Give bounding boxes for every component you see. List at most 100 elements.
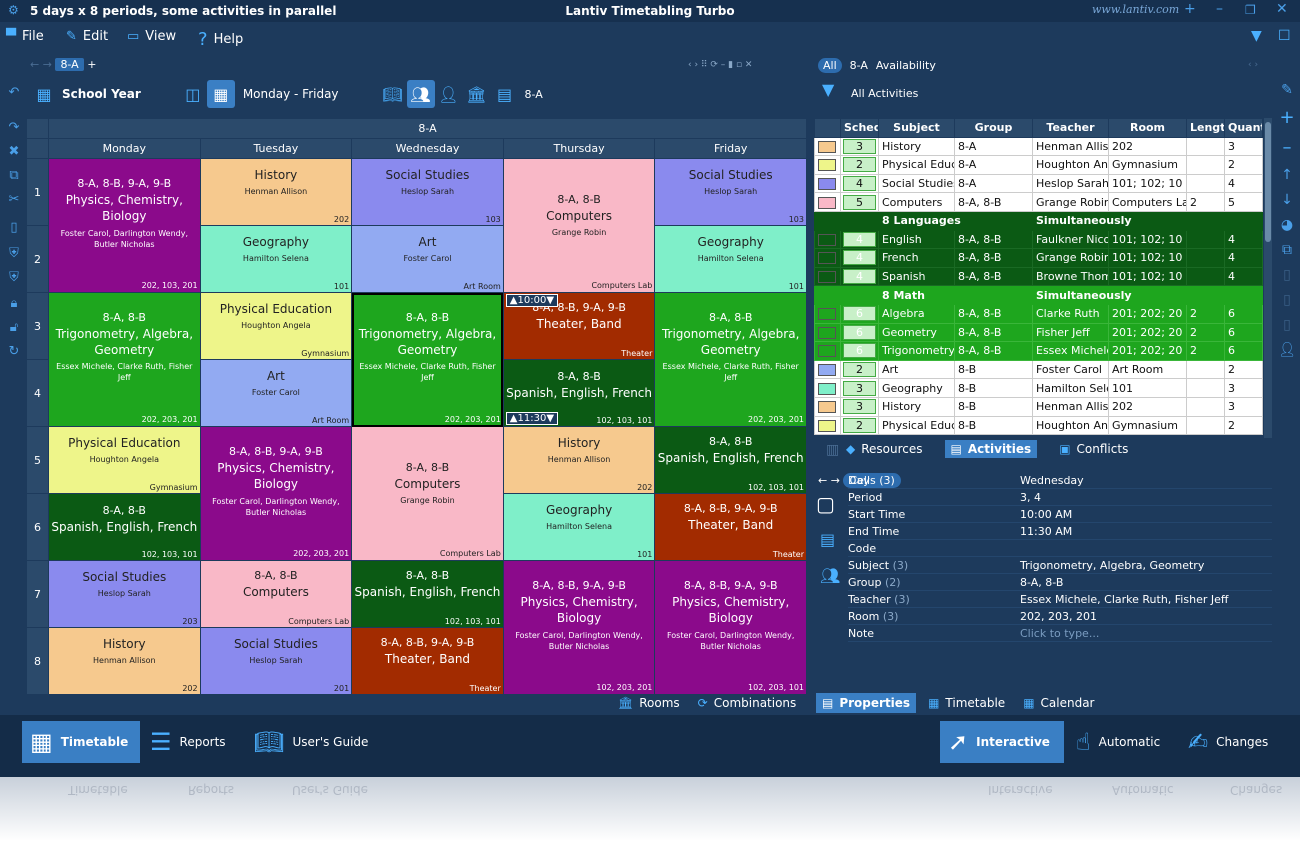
restore-icon[interactable]: ❐ <box>1245 3 1256 17</box>
property-row[interactable]: Period 3, 4 <box>848 489 1272 506</box>
unlock-icon[interactable]: 🔓︎ <box>9 320 19 335</box>
scissors-icon[interactable]: ✂ <box>8 192 20 207</box>
property-value[interactable]: 11:30 AM <box>1020 524 1073 538</box>
automatic-button[interactable]: ☝ Automatic <box>1068 721 1168 763</box>
property-row[interactable]: Teacher (3) Essex Michele, Clarke Ruth, F… <box>848 591 1272 608</box>
activity-row[interactable]: 2 Physical Educ 8-A Houghton An Gymnasium 2 <box>814 155 1263 175</box>
activity-cell[interactable]: History Henman Allison 202 <box>502 426 656 494</box>
activity-cell[interactable]: 8-A, 8-B Computers Grange Robin Computers L… <box>502 158 656 293</box>
window-icon[interactable]: ▢ <box>816 492 835 516</box>
tab-calendar[interactable]: ▦ Calendar <box>1017 693 1100 713</box>
activity-row[interactable]: 6 Geometry 8-A, 8-B Fisher Jeff 201; 202; 20… <box>814 322 1263 343</box>
property-value[interactable]: Trigonometry, Algebra, Geometry <box>1020 558 1205 572</box>
activity-cell[interactable]: 8-A, 8-B Computers Grange Robin Computers L… <box>351 426 504 561</box>
table-scrollbar[interactable] <box>1264 118 1272 438</box>
property-value[interactable]: 10:00 AM <box>1020 507 1073 521</box>
activity-cell[interactable]: Social Studies Heslop Sarah 201 <box>199 627 353 695</box>
back-icon[interactable]: ← <box>30 58 40 71</box>
day-header[interactable]: Friday <box>654 138 807 159</box>
menu-help[interactable]: ? Help <box>198 29 243 50</box>
activity-row[interactable]: 6 Trigonometry 8-A, 8-B Essex Michele 201; 2… <box>814 341 1263 361</box>
column-header[interactable]: Group <box>954 118 1033 138</box>
activity-group-header[interactable]: 8 Math Simultaneously <box>814 285 1263 305</box>
days-range-label[interactable]: Monday - Friday <box>242 87 339 101</box>
property-row[interactable]: Subject (3) Trigonometry, Algebra, Geomet… <box>848 557 1272 574</box>
delete-icon[interactable]: ✖ <box>8 144 20 159</box>
activity-cell[interactable]: 8-A, 8-B Trigonometry, Algebra, Geometry E… <box>654 292 807 427</box>
property-value[interactable]: Wednesday <box>1020 473 1084 487</box>
changes-button[interactable]: ✍ Changes <box>1180 721 1276 763</box>
book-icon[interactable]: 📖︎ <box>382 84 403 104</box>
calendar-icon[interactable]: ▦ <box>206 80 235 108</box>
duplicate-icon[interactable]: ⧉ <box>1282 242 1292 258</box>
menu-view[interactable]: ▭ View <box>127 29 176 44</box>
tab-all[interactable]: All <box>818 58 842 73</box>
activity-cell[interactable]: Geography Hamilton Selena 101 <box>654 225 807 293</box>
website-link[interactable]: www.lantiv.com <box>1092 3 1180 16</box>
tab-resources[interactable]: ◆ Resources <box>840 440 929 458</box>
activity-cell[interactable]: 8-A, 8-B Spanish, English, French ▲11:30▼ 1… <box>502 359 656 427</box>
activity-cell[interactable]: 8-A, 8-B, 9-A, 9-B Physics, Chemistry, Bi… <box>48 158 201 293</box>
property-row[interactable]: Note Click to type... <box>848 625 1272 642</box>
activity-row[interactable]: 5 Computers 8-A, 8-B Grange Robin Computers … <box>814 192 1263 212</box>
groups-icon[interactable]: 👥︎ <box>820 566 841 585</box>
classroom-icon[interactable]: ▤ <box>496 84 513 104</box>
activity-cell[interactable]: 8-A, 8-B, 9-A, 9-B Theater, Band Theater <box>654 493 807 561</box>
menu-file[interactable]: ▀ File <box>6 29 44 44</box>
activity-cell[interactable]: Social Studies Heslop Sarah 203 <box>48 560 201 628</box>
shield-icon[interactable]: ⛨ <box>9 246 19 261</box>
groups-icon[interactable]: 👥︎ <box>406 80 435 108</box>
activity-row[interactable]: 2 Art 8-B Foster Carol Art Room 2 <box>814 359 1263 380</box>
timetable-button[interactable]: ▦ Timetable <box>22 721 140 763</box>
activity-cell[interactable]: 8-A, 8-B Spanish, English, French 102, 103… <box>654 426 807 494</box>
palette-icon[interactable]: ◕ <box>1280 217 1294 233</box>
forward-icon[interactable]: → <box>42 58 52 71</box>
property-row[interactable]: End Time 11:30 AM <box>848 523 1272 540</box>
pencil-icon[interactable]: ✎ <box>1281 82 1293 98</box>
activity-row[interactable]: 4 Spanish 8-A, 8-B Browne Thom 101; 102; 10 4 <box>814 266 1263 287</box>
filter-label[interactable]: All Activities <box>851 87 919 100</box>
column-header[interactable]: Lengt <box>1186 118 1225 138</box>
column-header[interactable]: Sched <box>840 118 879 138</box>
activity-cell-selected[interactable]: 8-A, 8-B Trigonometry, Algebra, Geometry E… <box>351 292 504 427</box>
cells-tag[interactable]: Cells (3) <box>843 473 901 488</box>
back-icon[interactable]: ← <box>818 474 828 487</box>
property-value[interactable]: Click to type... <box>1020 626 1100 640</box>
column-header[interactable]: Room <box>1108 118 1187 138</box>
users-guide-button[interactable]: 📖︎ User's Guide <box>246 721 376 763</box>
activity-row[interactable]: 4 Social Studies 8-A Heslop Sarah 101; 102; … <box>814 173 1263 194</box>
activity-cell[interactable]: 8-A, 8-B, 9-A, 9-B Physics, Chemistry, Bi… <box>502 560 656 695</box>
forward-icon[interactable]: → <box>830 474 840 487</box>
activity-cell[interactable]: 8-A, 8-B Trigonometry, Algebra, Geometry E… <box>48 292 201 427</box>
property-row[interactable]: Start Time 10:00 AM <box>848 506 1272 523</box>
tab-timetable[interactable]: ▦ Timetable <box>922 693 1011 713</box>
activity-row[interactable]: 3 History 8-B Henman Alliso 202 3 <box>814 396 1263 417</box>
tab-8a[interactable]: 8-A <box>55 58 84 71</box>
move-down-icon[interactable]: ↓ <box>1281 192 1293 208</box>
activity-cell[interactable]: 8-A, 8-B Computers Computers Lab <box>199 560 353 628</box>
copy-icon[interactable]: ⧉ <box>9 168 19 183</box>
property-row[interactable]: Day Wednesday <box>848 472 1272 489</box>
activity-cell[interactable]: 8-A, 8-B, 9-A, 9-B Physics, Chemistry, Bi… <box>654 560 807 695</box>
minimize-icon[interactable]: – <box>1216 1 1223 17</box>
chat-icon[interactable]: ☐ <box>1278 28 1291 44</box>
week-icon[interactable]: ◫ <box>185 84 201 104</box>
activity-cell[interactable]: 8-A, 8-B Spanish, English, French 102, 103… <box>48 493 201 561</box>
panel-nav-arrows[interactable]: ‹ › <box>1248 60 1259 70</box>
activity-cell[interactable]: 8-A, 8-B Spanish, English, French 102, 103… <box>351 560 504 628</box>
tab-properties[interactable]: ▤ Properties <box>816 693 917 713</box>
end-time-tag[interactable]: ▲11:30▼ <box>505 412 559 425</box>
move-up-icon[interactable]: ↑ <box>1281 167 1293 183</box>
activity-cell[interactable]: Art Foster Carol Art Room <box>351 225 504 293</box>
interactive-button[interactable]: ➚ Interactive <box>940 721 1064 763</box>
day-header[interactable]: Wednesday <box>351 138 504 159</box>
activity-cell[interactable]: ▲10:00▼ 8-A, 8-B, 9-A, 9-B Theater, Band Th… <box>502 292 656 360</box>
start-time-tag[interactable]: ▲10:00▼ <box>505 294 559 307</box>
tab-conflicts[interactable]: ▣ Conflicts <box>1053 440 1134 458</box>
school-year-label[interactable]: School Year <box>62 87 141 101</box>
clipboard-icon[interactable]: ▯ <box>10 220 18 235</box>
lock-icon[interactable]: 🔒︎ <box>10 296 18 311</box>
activity-cell[interactable]: Social Studies Heslop Sarah 103 <box>351 158 504 226</box>
tab-activities[interactable]: ▤ Activities <box>944 440 1038 458</box>
column-header[interactable]: Teacher <box>1032 118 1109 138</box>
